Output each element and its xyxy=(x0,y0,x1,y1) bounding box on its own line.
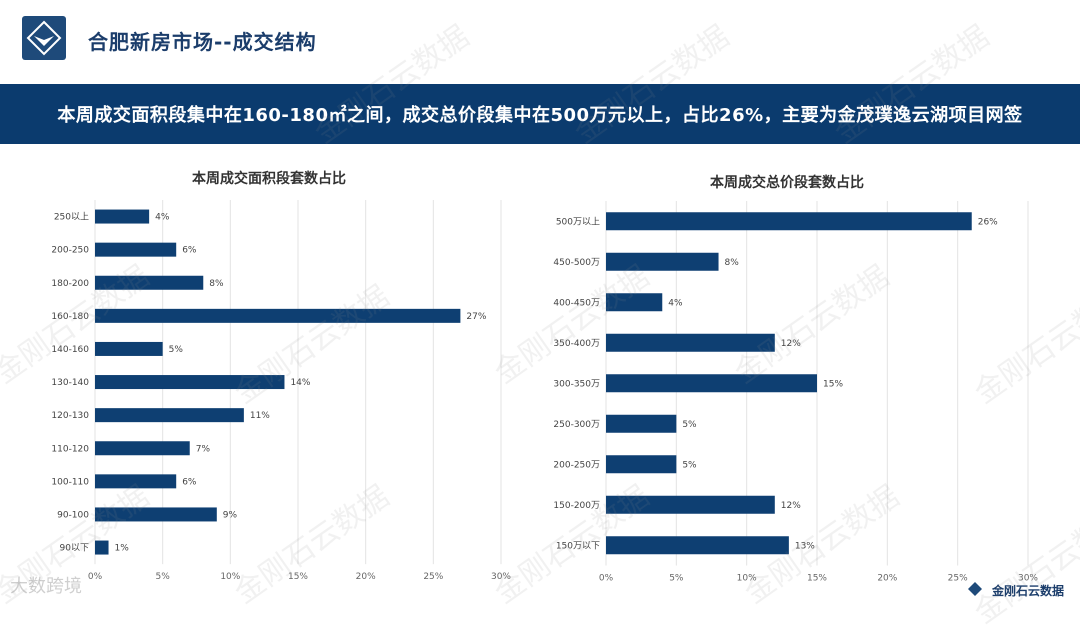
summary-banner: 本周成交面积段集中在160-180㎡之间，成交总价段集中在500万元以上，占比2… xyxy=(0,84,1080,144)
data-label: 14% xyxy=(290,378,310,388)
bar xyxy=(606,333,775,352)
x-tick-label: 30% xyxy=(491,572,511,582)
bar xyxy=(95,540,109,555)
x-tick-label: 5% xyxy=(156,572,171,582)
price-chart-svg: 0% 5% 10% 15% 20% 25% 30% 500万以上 26% 450-500万 8% 40… xyxy=(553,201,1038,584)
category-label: 150-200万 xyxy=(553,501,600,511)
x-tick-label: 20% xyxy=(877,574,897,584)
price-chart: 本周成交总价段套数占比 0% 5% 10% 15% 20% 25% 30% 500万以上 26%… xyxy=(540,150,1080,590)
bar xyxy=(95,474,177,489)
footer-source: 大数跨境 xyxy=(10,576,82,597)
category-label: 300-350万 xyxy=(553,379,600,389)
category-label: 140-160 xyxy=(51,345,89,355)
bar xyxy=(95,441,190,456)
bar xyxy=(606,252,719,271)
bar xyxy=(606,293,663,312)
category-label: 130-140 xyxy=(51,378,89,388)
data-label: 26% xyxy=(978,217,998,227)
x-tick-label: 0% xyxy=(88,572,103,582)
data-label: 13% xyxy=(795,541,815,551)
data-label: 5% xyxy=(682,460,697,470)
x-tick-label: 25% xyxy=(948,574,968,584)
data-label: 12% xyxy=(781,501,801,511)
bar xyxy=(95,308,461,323)
bar xyxy=(606,536,789,555)
category-label: 350-400万 xyxy=(553,339,600,349)
area-chart-svg: 0% 5% 10% 15% 20% 25% 30% 250以上 4% 200-250 6% 180-2… xyxy=(51,200,511,582)
data-label: 8% xyxy=(725,258,740,268)
category-label: 90以下 xyxy=(60,544,89,554)
data-label: 4% xyxy=(155,213,170,223)
bar xyxy=(606,414,677,433)
x-tick-label: 30% xyxy=(1018,574,1038,584)
category-label: 250以上 xyxy=(54,212,89,223)
x-tick-label: 10% xyxy=(737,574,757,584)
data-label: 5% xyxy=(682,420,697,430)
data-label: 6% xyxy=(182,246,197,256)
price-chart-title: 本周成交总价段套数占比 xyxy=(710,175,864,191)
area-chart: 本周成交面积段套数占比 0% 5% 10% 15% 20% 25% 30% 250以上 4% 20… xyxy=(0,150,540,590)
category-label: 400-450万 xyxy=(553,298,600,308)
category-label: 110-120 xyxy=(51,444,89,454)
x-tick-label: 20% xyxy=(356,572,376,582)
category-label: 90-100 xyxy=(57,510,89,520)
data-label: 11% xyxy=(250,411,270,421)
data-label: 6% xyxy=(182,477,197,487)
data-label: 8% xyxy=(209,279,224,289)
data-label: 1% xyxy=(115,544,130,554)
data-label: 27% xyxy=(466,312,486,322)
bar xyxy=(95,507,217,522)
brand-icon xyxy=(966,580,984,598)
bar xyxy=(95,275,204,290)
category-label: 500万以上 xyxy=(556,216,600,227)
category-label: 150万以下 xyxy=(556,541,600,551)
x-tick-label: 25% xyxy=(423,572,443,582)
header: 合肥新房市场--成交结构 xyxy=(0,0,1080,84)
x-tick-label: 10% xyxy=(220,572,240,582)
data-label: 15% xyxy=(823,379,843,389)
category-label: 100-110 xyxy=(51,477,89,487)
data-label: 7% xyxy=(196,444,211,454)
bar xyxy=(95,209,150,224)
area-chart-title: 本周成交面积段套数占比 xyxy=(192,171,346,187)
category-label: 250-300万 xyxy=(553,420,600,430)
data-label: 5% xyxy=(169,345,184,355)
x-tick-label: 15% xyxy=(807,574,827,584)
category-label: 120-130 xyxy=(51,411,89,421)
bar xyxy=(95,242,177,257)
bar xyxy=(95,408,244,423)
data-label: 12% xyxy=(781,339,801,349)
category-label: 450-500万 xyxy=(553,258,600,268)
page-title: 合肥新房市场--成交结构 xyxy=(88,30,317,54)
data-label: 9% xyxy=(223,510,238,520)
bar xyxy=(606,495,775,514)
bar xyxy=(606,212,972,231)
logo-icon xyxy=(22,16,66,60)
x-tick-label: 5% xyxy=(669,574,684,584)
footer-brand: 金刚石云数据 xyxy=(991,584,1064,598)
bar xyxy=(606,455,677,474)
category-label: 160-180 xyxy=(51,312,89,322)
category-label: 180-200 xyxy=(51,279,89,289)
bar xyxy=(95,375,285,390)
x-tick-label: 0% xyxy=(599,574,614,584)
x-tick-label: 15% xyxy=(288,572,308,582)
category-label: 200-250 xyxy=(51,246,89,256)
data-label: 4% xyxy=(668,298,683,308)
bar xyxy=(95,341,163,356)
category-label: 200-250万 xyxy=(553,460,600,470)
bar xyxy=(606,374,817,393)
